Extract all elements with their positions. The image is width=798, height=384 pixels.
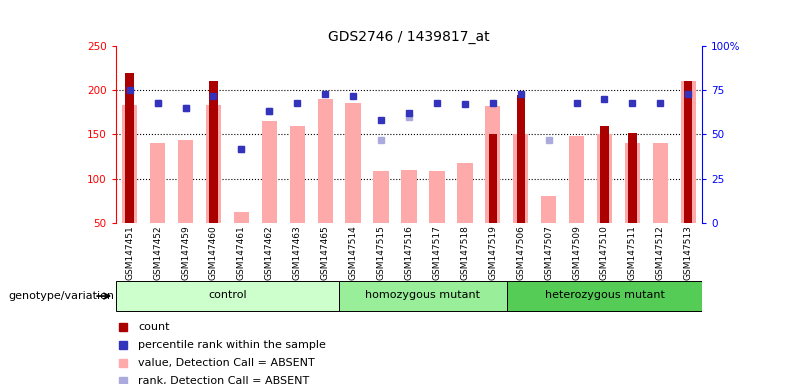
Bar [429,172,444,223]
Bar [209,81,218,223]
Bar [262,121,277,223]
Text: GSM147459: GSM147459 [181,225,190,280]
Text: GSM147463: GSM147463 [293,225,302,280]
Text: homozygous mutant: homozygous mutant [365,290,480,300]
Title: GDS2746 / 1439817_at: GDS2746 / 1439817_at [328,30,490,44]
Text: GSM147460: GSM147460 [209,225,218,280]
Text: GSM147514: GSM147514 [349,225,358,280]
Bar [401,170,417,223]
Bar [125,73,134,223]
Text: value, Detection Call = ABSENT: value, Detection Call = ABSENT [138,358,314,368]
Text: GSM147510: GSM147510 [600,225,609,280]
Bar [681,81,696,223]
Text: GSM147507: GSM147507 [544,225,553,280]
Text: GSM147452: GSM147452 [153,225,162,280]
Text: heterozygous mutant: heterozygous mutant [544,290,665,300]
Text: GSM147462: GSM147462 [265,225,274,280]
Bar [488,134,497,223]
Text: GSM147515: GSM147515 [377,225,385,280]
Bar [684,81,693,223]
Bar [625,143,640,223]
Bar [346,104,361,223]
Text: GSM147509: GSM147509 [572,225,581,280]
Text: GSM147519: GSM147519 [488,225,497,280]
Text: GSM147461: GSM147461 [237,225,246,280]
Bar [206,105,221,223]
Bar [628,132,637,223]
Text: genotype/variation: genotype/variation [8,291,114,301]
Bar [569,136,584,223]
Text: GSM147511: GSM147511 [628,225,637,280]
Text: GSM147512: GSM147512 [656,225,665,280]
Bar [290,126,305,223]
Text: count: count [138,322,169,332]
Bar [373,172,389,223]
Text: GSM147506: GSM147506 [516,225,525,280]
Bar [597,134,612,223]
Bar [600,126,609,223]
Text: GSM147451: GSM147451 [125,225,134,280]
Bar [507,281,702,311]
Bar [513,134,528,223]
Text: rank, Detection Call = ABSENT: rank, Detection Call = ABSENT [138,376,310,384]
Text: control: control [208,290,247,300]
Bar [457,163,472,223]
Bar [653,143,668,223]
Text: percentile rank within the sample: percentile rank within the sample [138,340,326,350]
Bar [234,212,249,223]
Bar [122,105,137,223]
Bar [541,196,556,223]
Bar [516,94,525,223]
Text: GSM147465: GSM147465 [321,225,330,280]
Text: GSM147513: GSM147513 [684,225,693,280]
Text: GSM147518: GSM147518 [460,225,469,280]
Bar [150,143,165,223]
Bar [318,99,333,223]
Text: GSM147516: GSM147516 [405,225,413,280]
Text: GSM147517: GSM147517 [433,225,441,280]
Bar [485,106,500,223]
Bar [116,281,339,311]
Bar [339,281,507,311]
Bar [178,140,193,223]
